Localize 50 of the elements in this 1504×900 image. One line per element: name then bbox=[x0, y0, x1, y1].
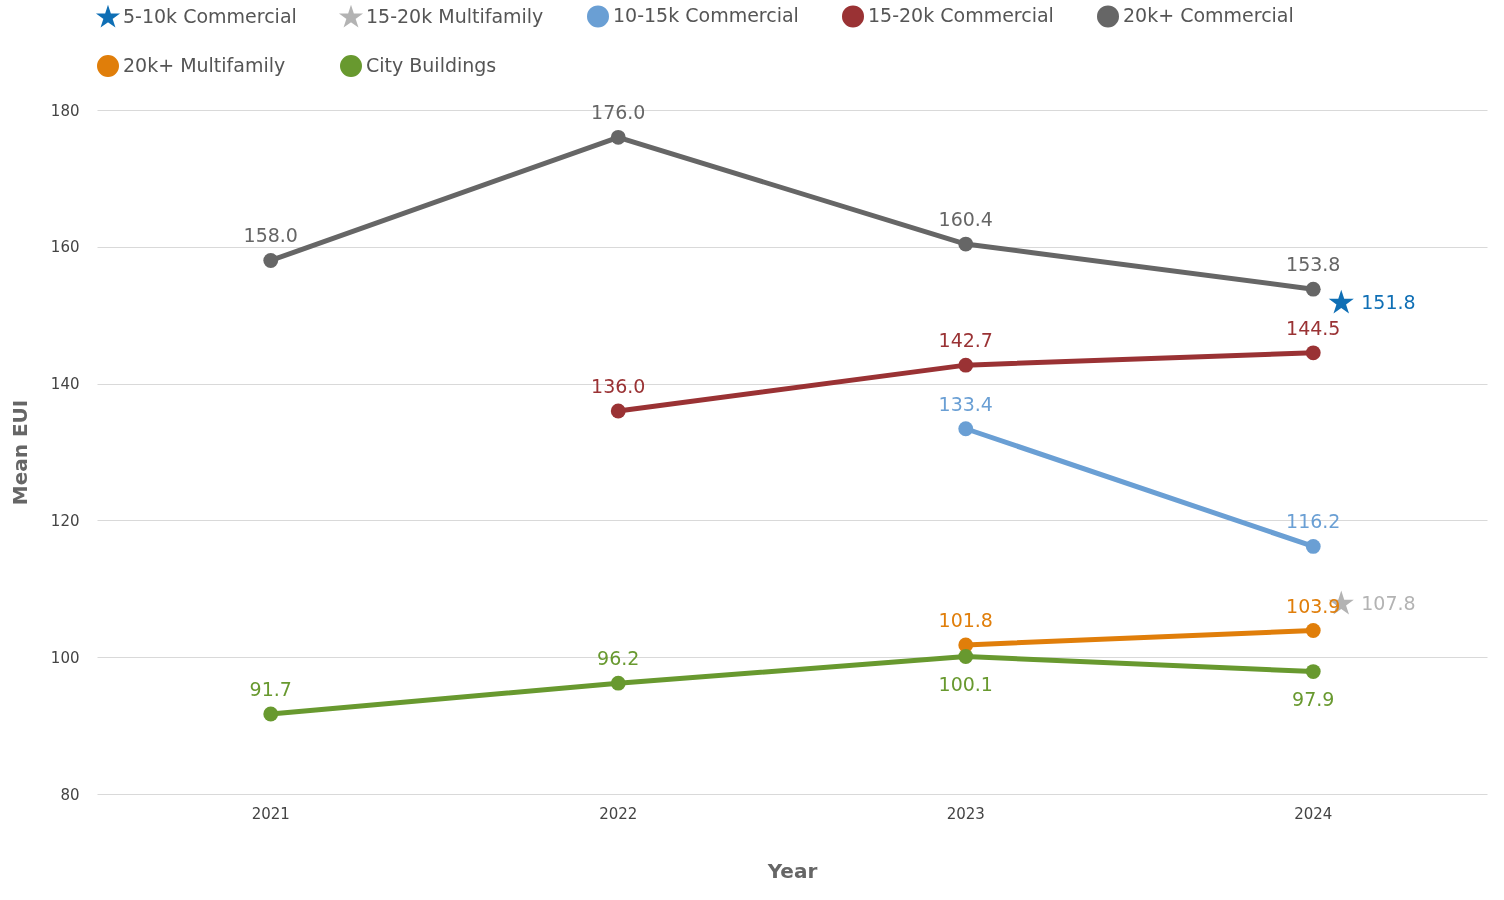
legend-label: 20k+ Commercial bbox=[1123, 4, 1294, 27]
x-axis-title: Year bbox=[766, 858, 818, 883]
x-tick-label: 2021 bbox=[251, 804, 290, 823]
data-label: 116.2 bbox=[1286, 510, 1341, 533]
legend-label: 5-10k Commercial bbox=[123, 5, 297, 28]
point bbox=[610, 675, 626, 691]
x-tick-label: 2024 bbox=[1294, 804, 1333, 823]
data-label: 103.9 bbox=[1286, 594, 1341, 617]
point bbox=[1305, 345, 1321, 361]
legend-label: 15-20k Multifamily bbox=[366, 5, 544, 28]
legend-label: City Buildings bbox=[366, 54, 497, 76]
data-label: 97.9 bbox=[1292, 687, 1335, 710]
data-label: 142.7 bbox=[938, 329, 993, 352]
data-label: 158.0 bbox=[243, 224, 298, 247]
y-tick-label: 120 bbox=[50, 511, 80, 530]
y-axis-title: Mean EUI bbox=[7, 399, 32, 506]
legend-label: 10-15k Commercial bbox=[613, 4, 799, 27]
point bbox=[610, 403, 626, 419]
point bbox=[958, 421, 974, 437]
point bbox=[1305, 664, 1321, 679]
point bbox=[958, 236, 974, 252]
x-tick-label: 2022 bbox=[599, 804, 638, 823]
y-tick-label: 140 bbox=[50, 375, 80, 394]
data-label: 96.2 bbox=[597, 647, 640, 670]
y-tick-label: 80 bbox=[60, 785, 80, 804]
data-label: 153.8 bbox=[1286, 253, 1341, 276]
point bbox=[1305, 281, 1321, 297]
data-label: 107.8 bbox=[1361, 591, 1416, 614]
point bbox=[958, 357, 974, 373]
point bbox=[610, 129, 626, 145]
x-tick-label: 2023 bbox=[946, 804, 985, 823]
point bbox=[263, 253, 279, 268]
point bbox=[1305, 623, 1321, 638]
data-label: 133.4 bbox=[938, 392, 993, 415]
data-label: 136.0 bbox=[591, 374, 646, 397]
data-label: 91.7 bbox=[249, 677, 292, 700]
data-label: 176.0 bbox=[591, 101, 646, 124]
point bbox=[958, 649, 974, 664]
data-label: 151.8 bbox=[1361, 290, 1416, 313]
legend-label: 20k+ Multifamily bbox=[123, 54, 286, 76]
point bbox=[1305, 538, 1321, 554]
data-label: 144.5 bbox=[1286, 316, 1341, 339]
point bbox=[263, 706, 279, 722]
data-label: 101.8 bbox=[938, 608, 993, 631]
data-label: 100.1 bbox=[938, 672, 993, 695]
y-tick-label: 100 bbox=[50, 648, 80, 667]
y-tick-label: 180 bbox=[50, 101, 80, 120]
y-tick-label: 160 bbox=[50, 238, 80, 257]
data-label: 160.4 bbox=[938, 208, 993, 231]
legend-label: 15-20k Commercial bbox=[868, 4, 1054, 27]
